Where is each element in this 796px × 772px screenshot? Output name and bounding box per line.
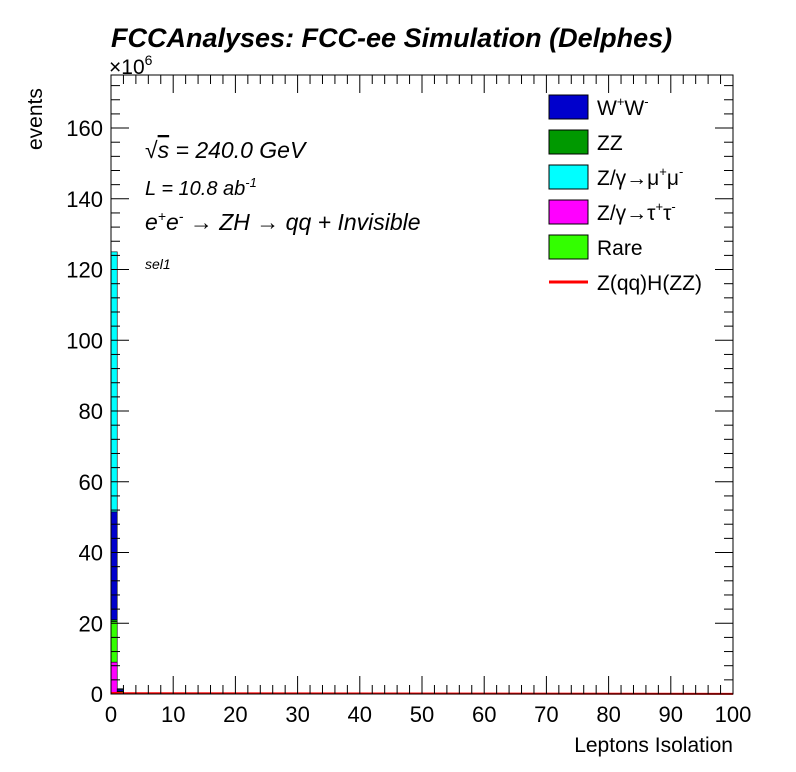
x-tick-label: 70 [534, 702, 558, 727]
legend: W+W- ZZ Z/γ→μ+μ- Z/γ→τ+τ- Rare Z(qq)H(ZZ) [548, 94, 702, 295]
legend-label: Z/γ→μ+μ- [597, 164, 683, 190]
x-tick-label: 20 [223, 702, 247, 727]
process-annotation: e+e- → ZH → qq + Invisible [145, 208, 421, 235]
legend-swatch [548, 234, 589, 260]
x-tick-label: 10 [161, 702, 185, 727]
legend-label: W+W- [597, 94, 649, 120]
y-multiplier: ×106 [109, 52, 153, 79]
annotations: √s = 240.0 GeV L = 10.8 ab-1 e+e- → ZH →… [145, 137, 421, 272]
legend-label: Rare [597, 237, 643, 260]
y-ticks: 0 20 40 60 80 100 120 140 160 [66, 85, 733, 707]
bars-group [110, 251, 124, 695]
x-tick-label: 30 [285, 702, 309, 727]
legend-item-rare: Rare [548, 234, 643, 260]
x-tick-label: 40 [348, 702, 372, 727]
legend-swatch [548, 129, 589, 155]
lumi-annotation: L = 10.8 ab-1 [145, 175, 257, 200]
x-ticks: 0 10 20 30 40 50 60 70 80 90 100 [105, 75, 751, 727]
y-tick-label: 140 [66, 187, 103, 212]
x-tick-label: 80 [596, 702, 620, 727]
x-tick-label: 0 [105, 702, 117, 727]
legend-swatch [548, 164, 589, 190]
legend-item-tautau: Z/γ→τ+τ- [548, 199, 676, 225]
legend-swatch [548, 94, 589, 120]
sqrts-annotation: √s = 240.0 GeV [145, 137, 308, 163]
x-tick-label: 90 [659, 702, 683, 727]
x-tick-label: 50 [410, 702, 434, 727]
chart-title: FCCAnalyses: FCC-ee Simulation (Delphes) [111, 23, 672, 53]
x-axis-label: Leptons Isolation [574, 734, 733, 757]
y-tick-label: 40 [79, 541, 103, 566]
legend-item-sig: Z(qq)H(ZZ) [549, 272, 702, 295]
x-tick-label: 100 [715, 702, 752, 727]
y-tick-label: 20 [79, 611, 103, 636]
y-tick-label: 80 [79, 399, 103, 424]
legend-label: Z/γ→τ+τ- [597, 199, 676, 225]
legend-item-zz: ZZ [548, 129, 623, 155]
y-tick-label: 160 [66, 116, 103, 141]
y-tick-label: 100 [66, 328, 103, 353]
legend-label: ZZ [597, 132, 623, 155]
legend-swatch [548, 199, 589, 225]
x-tick-label: 60 [472, 702, 496, 727]
bar-1-bin-0 [110, 621, 118, 663]
y-tick-label: 120 [66, 258, 103, 283]
y-tick-label: 60 [79, 470, 103, 495]
bar-4-bin-1 [116, 688, 124, 690]
legend-item-ww: W+W- [548, 94, 649, 120]
y-axis-label: events [24, 88, 47, 150]
bar-4-bin-0 [110, 251, 118, 513]
y-tick-label: 0 [91, 682, 103, 707]
bar-3-bin-0 [110, 511, 118, 621]
legend-label: Z(qq)H(ZZ) [597, 272, 702, 295]
selection-annotation: sel1 [145, 256, 171, 272]
bar-0-bin-0 [110, 661, 118, 695]
legend-item-mumu: Z/γ→μ+μ- [548, 164, 683, 190]
